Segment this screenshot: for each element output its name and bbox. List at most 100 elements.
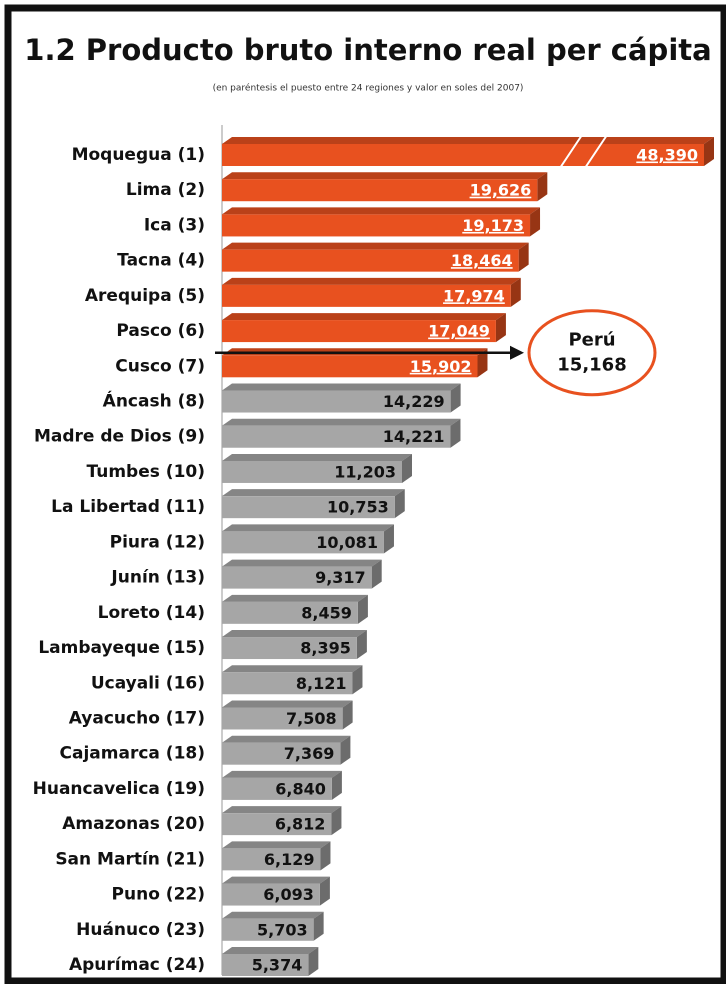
y-tick-label: Tacna (4) [117, 251, 205, 271]
bar-side [313, 911, 324, 941]
value-label: 18,464 [451, 251, 513, 270]
bar-top [222, 594, 368, 602]
bar-side [352, 665, 363, 695]
bar-top [222, 770, 342, 778]
bar-side [704, 137, 714, 166]
value-label: 6,093 [263, 885, 314, 904]
bar-top [222, 947, 319, 954]
bar [222, 531, 384, 554]
bar-side [537, 172, 548, 202]
y-tick-label: Amazonas (20) [62, 814, 205, 834]
reference-label: Perú [568, 330, 615, 351]
reference-value: 15,168 [557, 355, 626, 376]
bar [222, 355, 478, 378]
value-label: 6,812 [275, 815, 326, 834]
bar [222, 637, 357, 660]
bar [222, 848, 321, 871]
value-label: 48,390 [636, 146, 698, 165]
value-label: 10,081 [316, 533, 378, 552]
value-label: 14,229 [383, 392, 445, 411]
bar [222, 707, 343, 730]
y-tick-label: Puno (22) [112, 885, 205, 905]
bar [222, 214, 531, 237]
y-tick-label: Loreto (14) [98, 603, 205, 623]
bar-side [495, 313, 506, 343]
bar-side [477, 348, 488, 378]
bar [222, 601, 358, 624]
bar-top [222, 559, 382, 567]
bar [222, 672, 353, 695]
value-label: 5,703 [257, 920, 308, 939]
reference-arrow [510, 345, 524, 360]
bar-side [331, 806, 342, 836]
reference-ellipse [527, 309, 657, 397]
axis-break [559, 134, 583, 169]
bar-side [319, 876, 330, 906]
value-label: 8,121 [296, 674, 347, 693]
y-tick-label: Arequipa (5) [85, 286, 205, 306]
bar-side [401, 453, 412, 483]
y-tick-label: Moquegua (1) [72, 145, 205, 165]
bar-top [222, 277, 521, 285]
y-tick-label: San Martín (21) [55, 849, 205, 869]
bar-side [356, 630, 367, 660]
value-label: 6,129 [264, 850, 315, 869]
bar [222, 179, 538, 202]
y-tick-label: Junín (13) [110, 568, 205, 588]
value-label: 7,369 [284, 744, 335, 763]
y-tick-label: Lima (2) [126, 180, 205, 200]
chart-subtitle: (en paréntesis el puesto entre 24 region… [213, 83, 524, 94]
bar-top [222, 489, 405, 497]
bar-side [357, 594, 368, 624]
bar-side [450, 418, 461, 448]
bar-top [222, 313, 506, 321]
bar-top [222, 630, 367, 638]
y-tick-label: Madre de Dios (9) [34, 427, 205, 447]
bar-top [222, 137, 714, 144]
bar [222, 460, 402, 483]
y-tick-label: Cusco (7) [115, 356, 205, 376]
bar-top [222, 806, 342, 814]
value-label: 14,221 [383, 427, 445, 446]
y-tick-label: Cajamarca (18) [60, 744, 205, 764]
bar-side [530, 207, 541, 237]
y-tick-label: Lambayeque (15) [38, 638, 205, 658]
bar-top [222, 453, 412, 461]
value-label: 7,508 [286, 709, 337, 728]
bar-side [331, 770, 342, 800]
bar [222, 742, 341, 765]
bar-top [222, 876, 330, 884]
value-label: 17,974 [443, 286, 505, 305]
value-label: 17,049 [428, 322, 490, 341]
bar [222, 144, 704, 166]
bar [222, 566, 372, 589]
bar-top [222, 665, 363, 673]
bar-side [518, 242, 529, 272]
y-tick-label: Tumbes (10) [87, 462, 205, 482]
bar [222, 284, 511, 307]
bar [222, 954, 309, 976]
value-label: 10,753 [327, 498, 389, 517]
value-label: 8,395 [300, 639, 351, 658]
value-label: 11,203 [334, 462, 396, 481]
bar-side [450, 383, 461, 413]
bar-side [308, 947, 319, 976]
bar-side [320, 841, 331, 871]
value-label: 5,374 [252, 956, 303, 975]
bar [222, 777, 332, 800]
bar-top [222, 735, 351, 743]
bar-top [222, 911, 324, 919]
value-label: 15,902 [410, 357, 472, 376]
value-label: 9,317 [315, 568, 366, 587]
bar-top [222, 524, 394, 532]
bar [222, 249, 519, 272]
bar [222, 425, 451, 448]
value-label: 19,626 [470, 181, 532, 200]
bar-top [222, 172, 548, 180]
chart-title: 1.2 Producto bruto interno real per cápi… [24, 33, 711, 67]
bar-top [222, 841, 331, 849]
bar [222, 320, 496, 343]
value-label: 19,173 [462, 216, 524, 235]
y-tick-label: Ucayali (16) [91, 673, 205, 693]
